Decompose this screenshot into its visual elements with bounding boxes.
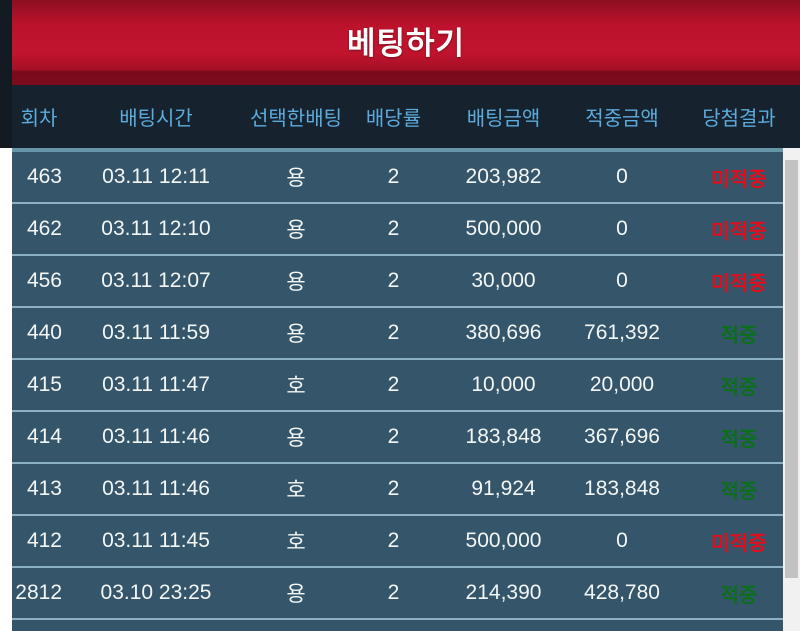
cell-pick: 용 xyxy=(286,167,306,190)
cell-bet: 214,390 xyxy=(465,581,542,604)
cell-time: 03.11 11:46 xyxy=(102,477,210,500)
cell-odds: 2 xyxy=(387,373,400,396)
column-header-result: 당첨결과 xyxy=(702,108,776,130)
cell-win: 0 xyxy=(616,165,628,188)
cell-result: 적중 xyxy=(720,376,758,399)
cell-odds: 2 xyxy=(387,477,400,500)
cell-odds: 2 xyxy=(387,165,400,188)
cell-win: 0 xyxy=(616,269,628,292)
cell-win: 183,848 xyxy=(584,477,660,500)
cell-time: 03.11 11:46 xyxy=(102,425,210,448)
cell-odds: 2 xyxy=(387,217,400,240)
table-row: 440 03.11 11:59 용 2 380,696 761,392 적중 xyxy=(12,308,800,360)
cell-bet: 500,000 xyxy=(465,217,542,240)
cell-result: 적중 xyxy=(720,480,758,503)
cell-time: 03.11 12:10 xyxy=(101,217,211,240)
cell-bet: 500,000 xyxy=(465,529,542,552)
cell-win: 367,696 xyxy=(584,425,660,448)
cell-odds: 2 xyxy=(387,425,400,448)
cell-time: 03.10 23:25 xyxy=(100,581,212,604)
table-row: 456 03.11 12:07 용 2 30,000 0 미적중 xyxy=(12,256,800,308)
cell-pick: 용 xyxy=(286,583,306,606)
cell-win: 428,780 xyxy=(584,581,660,604)
cell-odds: 2 xyxy=(387,321,400,344)
cell-round: 456 xyxy=(26,269,62,292)
cell-result: 적중 xyxy=(720,428,758,451)
table-row: 414 03.11 11:46 용 2 183,848 367,696 적중 xyxy=(12,412,800,464)
cell-time: 03.11 12:11 xyxy=(102,165,210,188)
cell-result: 미적중 xyxy=(711,168,767,191)
cell-round: 413 xyxy=(26,477,62,500)
cell-round: 415 xyxy=(26,373,62,396)
cell-result: 미적중 xyxy=(711,272,767,295)
cell-pick: 호 xyxy=(286,375,306,398)
vertical-scrollbar-thumb[interactable] xyxy=(785,160,798,578)
cell-round: 440 xyxy=(26,321,62,344)
cell-time: 03.11 11:45 xyxy=(102,529,210,552)
cell-bet: 91,924 xyxy=(471,477,536,500)
cell-round: 462 xyxy=(26,217,62,240)
betting-history-table: 463 03.11 12:11 용 2 203,982 0 미적중 462 03.11 12:1… xyxy=(12,148,800,631)
cell-time: 03.11 11:59 xyxy=(102,321,210,344)
cell-result: 미적중 xyxy=(711,532,767,555)
cell-odds: 2 xyxy=(387,529,400,552)
column-header-time: 배팅시간 xyxy=(119,108,193,130)
cell-pick: 용 xyxy=(286,219,306,242)
cell-win: 0 xyxy=(616,529,628,552)
cell-pick: 용 xyxy=(286,271,306,294)
table-row: 2812 03.10 23:25 용 2 214,390 428,780 적중 xyxy=(12,568,800,620)
cell-bet: 10,000 xyxy=(471,373,536,396)
cell-round: 412 xyxy=(26,529,62,552)
cell-pick: 용 xyxy=(286,323,306,346)
cell-result: 적중 xyxy=(720,324,758,347)
page-background-corner xyxy=(0,0,12,148)
vertical-scrollbar-track[interactable] xyxy=(783,148,800,631)
cell-odds: 2 xyxy=(387,581,400,604)
table-row: 415 03.11 11:47 호 2 10,000 20,000 적중 xyxy=(12,360,800,412)
cell-odds: 2 xyxy=(387,269,400,292)
table-row: 413 03.11 11:46 호 2 91,924 183,848 적중 xyxy=(12,464,800,516)
cell-pick: 용 xyxy=(286,427,306,450)
page-title: 베팅하기 xyxy=(346,26,466,61)
cell-bet: 30,000 xyxy=(471,269,536,292)
cell-round: 414 xyxy=(26,425,62,448)
cell-round: 2812 xyxy=(15,581,62,604)
table-row: 463 03.11 12:11 용 2 203,982 0 미적중 xyxy=(12,152,800,204)
cell-bet: 203,982 xyxy=(465,165,542,188)
cell-pick: 호 xyxy=(286,531,306,554)
cell-pick: 호 xyxy=(286,479,306,502)
cell-win: 761,392 xyxy=(584,321,660,344)
cell-result: 적중 xyxy=(720,584,758,607)
betting-banner: 베팅하기 xyxy=(12,0,800,85)
cell-round: 463 xyxy=(26,165,62,188)
cell-result: 미적중 xyxy=(711,220,767,243)
column-header-pick: 선택한배팅 xyxy=(250,108,342,130)
cell-bet: 183,848 xyxy=(465,425,542,448)
cell-win: 0 xyxy=(616,217,628,240)
column-header-win: 적중금액 xyxy=(585,108,659,130)
column-header-odds: 배당률 xyxy=(365,108,422,130)
cell-time: 03.11 11:47 xyxy=(102,373,210,396)
cell-bet: 380,696 xyxy=(465,321,542,344)
table-row: 462 03.11 12:10 용 2 500,000 0 미적중 xyxy=(12,204,800,256)
cell-win: 20,000 xyxy=(589,373,655,396)
cell-time: 03.11 12:07 xyxy=(101,269,211,292)
table-row: 412 03.11 11:45 호 2 500,000 0 미적중 xyxy=(12,516,800,568)
table-header-row: 회차 배팅시간 선택한배팅 배당률 배팅금액 적중금액 당첨결과 xyxy=(12,85,800,148)
column-header-bet: 배팅금액 xyxy=(466,108,541,130)
column-header-round: 회차 xyxy=(20,108,58,130)
